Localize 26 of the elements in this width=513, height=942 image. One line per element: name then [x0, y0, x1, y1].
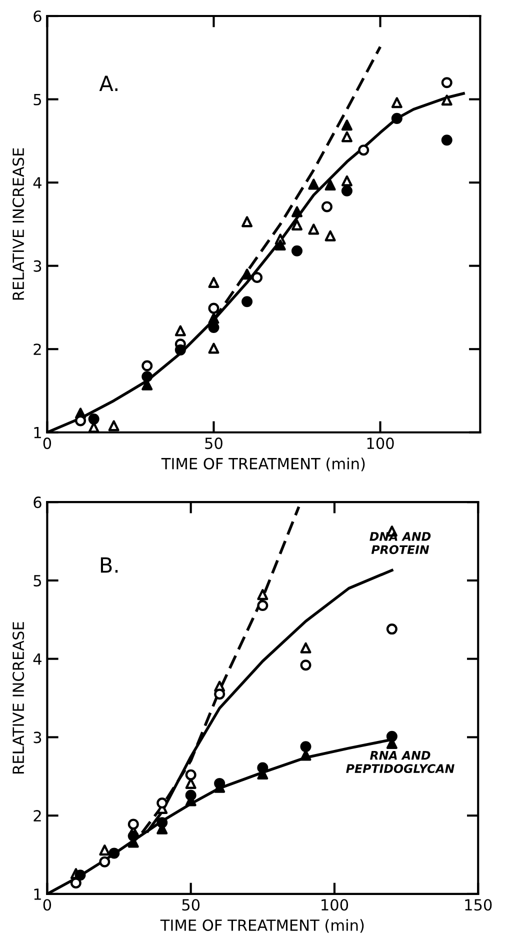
- x-tick-label: 100: [322, 899, 348, 911]
- annotation: B.: [100, 557, 118, 573]
- y-tick-label: 2: [34, 344, 41, 355]
- x-tick-label: 150: [465, 899, 492, 911]
- x-tick-label: 0: [43, 899, 52, 911]
- y-tick-label: 3: [34, 732, 42, 744]
- y-tick-label: 3: [34, 260, 42, 272]
- y-tick-label: 2: [34, 810, 41, 822]
- y-tick-label: 4: [33, 177, 42, 188]
- y-tick-label: 5: [34, 575, 41, 586]
- x-tick-label: 50: [205, 438, 222, 450]
- x-axis-title: TIME OF TREATMENT (min): [160, 919, 364, 933]
- y-axis-title: RELATIVE INCREASE: [12, 148, 24, 300]
- x-tick-label: 50: [182, 899, 200, 911]
- y-tick-label: 6: [34, 10, 42, 22]
- x-tick-label: 100: [367, 438, 394, 450]
- x-axis-title: TIME OF TREATMENT (min): [161, 458, 365, 472]
- y-tick-label: 1: [34, 888, 41, 900]
- x-tick-label: 0: [43, 438, 52, 450]
- annotation: A.: [99, 76, 118, 91]
- y-tick-label: 1: [34, 427, 41, 438]
- annotation: RNA AND PEPTIDOGLYCAN: [346, 751, 454, 774]
- y-tick-label: 4: [33, 654, 42, 665]
- y-tick-label: 5: [34, 94, 41, 106]
- y-axis-title: RELATIVE INCREASE: [12, 622, 24, 774]
- y-tick-label: 6: [34, 496, 42, 508]
